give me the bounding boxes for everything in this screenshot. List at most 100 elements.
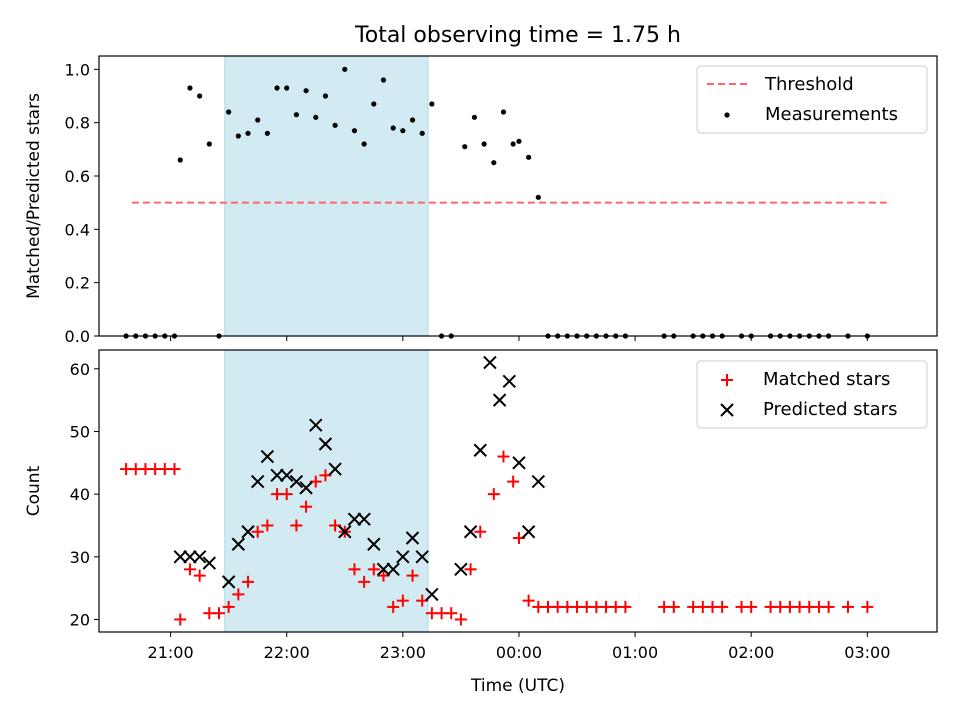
matched-star-point <box>474 525 487 538</box>
y-tick-label: 0.0 <box>65 327 90 346</box>
legend-threshold-label: Threshold <box>764 74 854 95</box>
bottom-legend-box <box>696 360 928 429</box>
predicted-star-point <box>425 587 439 602</box>
x-tick-label: 22:00 <box>264 643 310 662</box>
predicted-marker-b <box>483 355 497 370</box>
predicted-star-point <box>463 525 478 539</box>
x-tick-label: 23:00 <box>380 643 426 662</box>
top-y-axis-label: Matched/Predicted stars <box>24 93 44 299</box>
legend-predicted-label: Predicted stars <box>763 399 897 420</box>
predicted-marker-b <box>183 550 197 564</box>
legend-measurements-swatch <box>724 112 730 118</box>
predicted-marker-b <box>367 537 381 551</box>
measurement-point <box>526 154 532 160</box>
predicted-marker-b <box>231 537 246 551</box>
predicted-star-point <box>492 393 507 407</box>
predicted-star-point <box>241 525 255 539</box>
predicted-star-point <box>512 456 526 470</box>
predicted-star-point <box>502 374 516 389</box>
y-tick-label: 30 <box>70 548 90 567</box>
predicted-marker-b <box>241 525 255 539</box>
predicted-marker-b <box>521 525 536 539</box>
matched-star-point <box>487 488 500 501</box>
x-tick-label: 01:00 <box>612 643 658 662</box>
matched-star-point <box>212 607 225 620</box>
matched-star-point <box>745 600 758 613</box>
measurement-point <box>322 93 329 99</box>
measurement-point <box>390 125 396 131</box>
measurement-point <box>516 138 522 144</box>
matched-star-point <box>507 475 520 488</box>
predicted-star-point <box>270 468 284 483</box>
matched-star-point <box>242 575 255 588</box>
measurement-point <box>235 133 241 139</box>
measurement-point <box>206 141 212 147</box>
y-tick-label: 1.0 <box>65 60 90 79</box>
observing-interval-shade <box>224 349 429 633</box>
matched-star-point <box>387 600 400 613</box>
predicted-marker-b <box>512 456 526 470</box>
measurement-point <box>293 112 300 118</box>
predicted-star-point <box>192 550 207 564</box>
measurement-point <box>535 194 541 200</box>
bottom-panel: 20 30 40 50 60 21:00 22:00 23:00 00:00 01:00 02:00… <box>24 349 938 696</box>
predicted-marker-b <box>328 462 342 476</box>
matched-star-point <box>454 613 467 626</box>
predicted-star-point <box>473 443 487 457</box>
predicted-star-point <box>367 537 381 551</box>
measurement-point <box>429 101 435 107</box>
predicted-marker-b <box>309 418 323 432</box>
predicted-marker-b <box>270 468 284 483</box>
predicted-star-point <box>347 512 362 526</box>
y-tick-label: 0.6 <box>65 167 90 186</box>
measurement-point <box>491 160 497 166</box>
top-axes-frame <box>98 55 938 337</box>
measurement-point <box>471 114 478 120</box>
predicted-star-point <box>309 418 323 432</box>
matched-star-point <box>358 575 371 588</box>
predicted-marker-b <box>192 550 207 564</box>
predicted-star-point <box>202 556 217 570</box>
predicted-marker-b <box>173 550 187 564</box>
measurement-point <box>419 130 425 136</box>
predicted-star-point <box>231 537 246 551</box>
y-tick-label: 0.2 <box>65 274 90 293</box>
measurement-point <box>342 66 348 72</box>
top-legend-box <box>696 65 928 134</box>
matched-star-point <box>396 594 409 607</box>
measurement-point <box>481 141 487 147</box>
matched-star-point <box>183 563 196 576</box>
predicted-marker-b <box>492 393 507 407</box>
predicted-marker-b <box>347 512 362 526</box>
x-tick-label: 02:00 <box>728 643 774 662</box>
predicted-marker-b <box>396 550 410 564</box>
matched-star-point <box>261 519 274 532</box>
predicted-star-point <box>531 474 546 489</box>
x-tick-label: 03:00 <box>844 643 890 662</box>
matched-star-point <box>406 569 419 582</box>
predicted-marker-b <box>502 374 516 389</box>
matched-star-point <box>861 600 874 613</box>
matched-star-point <box>222 600 235 613</box>
predicted-star-point <box>396 550 410 564</box>
legend-measurements-label: Measurements <box>765 104 898 125</box>
predicted-marker-b <box>473 443 487 457</box>
measurement-point <box>187 85 193 91</box>
legend-x-b <box>720 403 734 417</box>
measurement-point <box>313 114 319 120</box>
measurement-point <box>284 85 290 91</box>
predicted-marker-b <box>425 587 439 602</box>
matched-star-point <box>174 613 187 626</box>
y-tick-label: 0.4 <box>65 220 90 239</box>
x-tick-label: 00:00 <box>496 643 542 662</box>
matched-star-point <box>822 600 835 613</box>
matched-star-point <box>280 488 293 501</box>
predicted-marker-b <box>531 474 546 489</box>
predicted-star-point <box>483 355 497 370</box>
measurement-point <box>332 122 338 128</box>
predicted-marker-b <box>202 556 217 570</box>
y-tick-label: 40 <box>70 485 90 504</box>
predicted-star-point <box>280 468 294 483</box>
matched-star-point <box>251 525 264 538</box>
